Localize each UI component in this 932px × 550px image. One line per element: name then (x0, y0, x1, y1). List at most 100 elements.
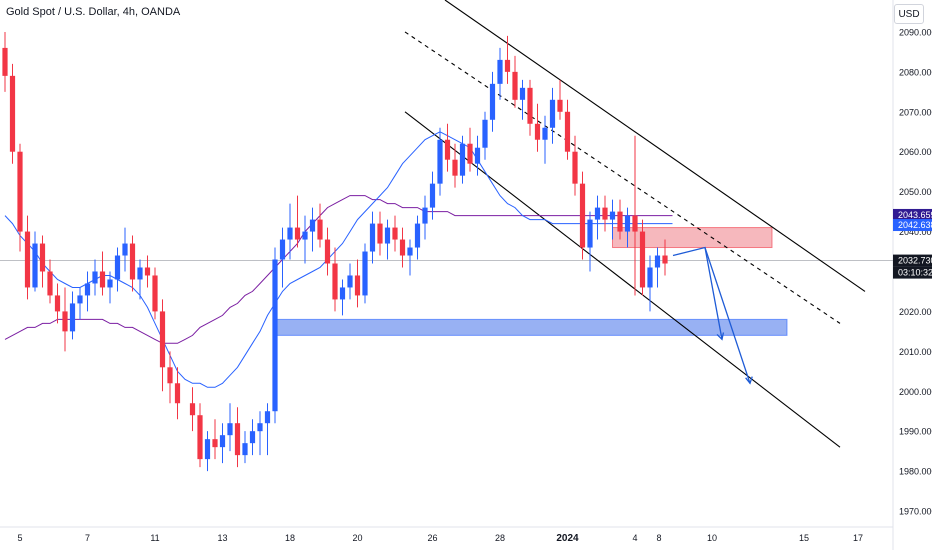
candle-body (407, 247, 413, 256)
price-tag-label-countdown: 03:10:32 (898, 268, 932, 278)
candle-body (159, 311, 166, 368)
candle-body (639, 231, 646, 288)
price-tag-ma_fast (893, 219, 932, 232)
candle-body (632, 215, 638, 232)
candle-body (332, 263, 338, 300)
y-tick-label: 2050.000 (899, 187, 932, 197)
candle-body (414, 223, 421, 248)
y-tick-label: 2040.000 (899, 227, 932, 237)
ma-slow-line (4, 195, 673, 344)
x-tick-label: 13 (217, 533, 227, 543)
candle-body (167, 367, 173, 384)
candle-body (542, 127, 548, 140)
candle-body (137, 267, 143, 280)
x-tick-label: 4 (632, 533, 637, 543)
candle-body (92, 271, 98, 284)
candle-body (84, 283, 91, 296)
candle-body (62, 311, 68, 332)
candle-body (467, 143, 473, 164)
candle-body (609, 211, 616, 220)
candle-body (9, 75, 16, 152)
candle-body (17, 151, 23, 232)
candle-body (294, 227, 301, 240)
y-tick-label: 2010.000 (899, 347, 932, 357)
candle-body (39, 243, 46, 272)
y-tick-label: 2090.000 (899, 27, 932, 37)
x-tick-label: 28 (495, 533, 505, 543)
y-tick-label: 2060.000 (899, 147, 932, 157)
candle-body (32, 243, 38, 288)
candle-body (129, 243, 136, 280)
x-tick-label: 15 (799, 533, 809, 543)
candle-body (227, 423, 233, 436)
y-tick-label: 2000.000 (899, 387, 932, 397)
projection-arrow-long (704, 247, 751, 384)
candle-body (24, 231, 31, 288)
candle-body (287, 227, 293, 240)
candle-body (302, 231, 308, 240)
candle-body (2, 47, 8, 76)
price-tag-last (893, 254, 932, 267)
candle-body (527, 87, 533, 124)
candle-body (384, 227, 391, 244)
candle-body (647, 267, 653, 288)
candle-body (242, 443, 248, 456)
candle-body (69, 303, 76, 332)
x-tick-label: 20 (352, 533, 362, 543)
candle-body (579, 183, 586, 248)
y-tick-label: 2070.000 (899, 107, 932, 117)
candle-body (212, 439, 218, 448)
arrow-head-long (745, 376, 753, 385)
candle-body (497, 59, 503, 84)
channel-upper-line (444, 0, 866, 292)
candle-body (444, 139, 451, 160)
candle-body (572, 151, 578, 184)
candle-body (369, 223, 376, 252)
candle-body (624, 215, 631, 232)
candle-body (564, 111, 571, 152)
candle-body (107, 279, 113, 288)
candle-body (249, 431, 256, 444)
candle-body (347, 275, 353, 288)
x-tick-label: 18 (285, 533, 295, 543)
price-tag-ma_slow (893, 208, 932, 221)
candle-body (264, 411, 271, 424)
x-tick-label: 26 (427, 533, 437, 543)
candle-body (654, 255, 661, 268)
candle-body (662, 255, 668, 264)
candle-body (587, 219, 593, 248)
candle-body (459, 143, 466, 176)
x-tick-label: 17 (853, 533, 863, 543)
x-tick-label: 7 (85, 533, 90, 543)
candle-body (99, 271, 106, 288)
x-tick-label: 2024 (556, 533, 579, 544)
ma-fast-line (4, 131, 673, 388)
candle-body (392, 227, 398, 240)
candle-body (272, 259, 278, 412)
candle-body (197, 415, 203, 460)
candle-body (317, 219, 323, 240)
candle-body (122, 243, 128, 256)
candle-body (144, 267, 151, 276)
candle-body (512, 71, 518, 100)
candle-body (47, 271, 53, 296)
currency-button[interactable]: USD (894, 4, 924, 24)
y-tick-label: 1980.000 (899, 467, 932, 477)
candle-body (354, 275, 361, 296)
price-tag-label-ma_fast: 2042.638 (898, 220, 932, 230)
candle-body (437, 139, 443, 184)
candle-body (534, 123, 541, 140)
y-tick-label: 2080.000 (899, 67, 932, 77)
candle-body (504, 59, 511, 72)
x-tick-label: 11 (150, 533, 159, 543)
candle-body (234, 423, 241, 456)
chart-title: Gold Spot / U.S. Dollar, 4h, OANDA (6, 6, 181, 18)
candle-body (377, 223, 383, 244)
candle-body (54, 295, 61, 312)
candle-body (339, 287, 346, 300)
candle-body (362, 251, 368, 296)
candle-body (324, 239, 331, 264)
candle-body (557, 99, 563, 112)
candle-body (617, 211, 623, 232)
